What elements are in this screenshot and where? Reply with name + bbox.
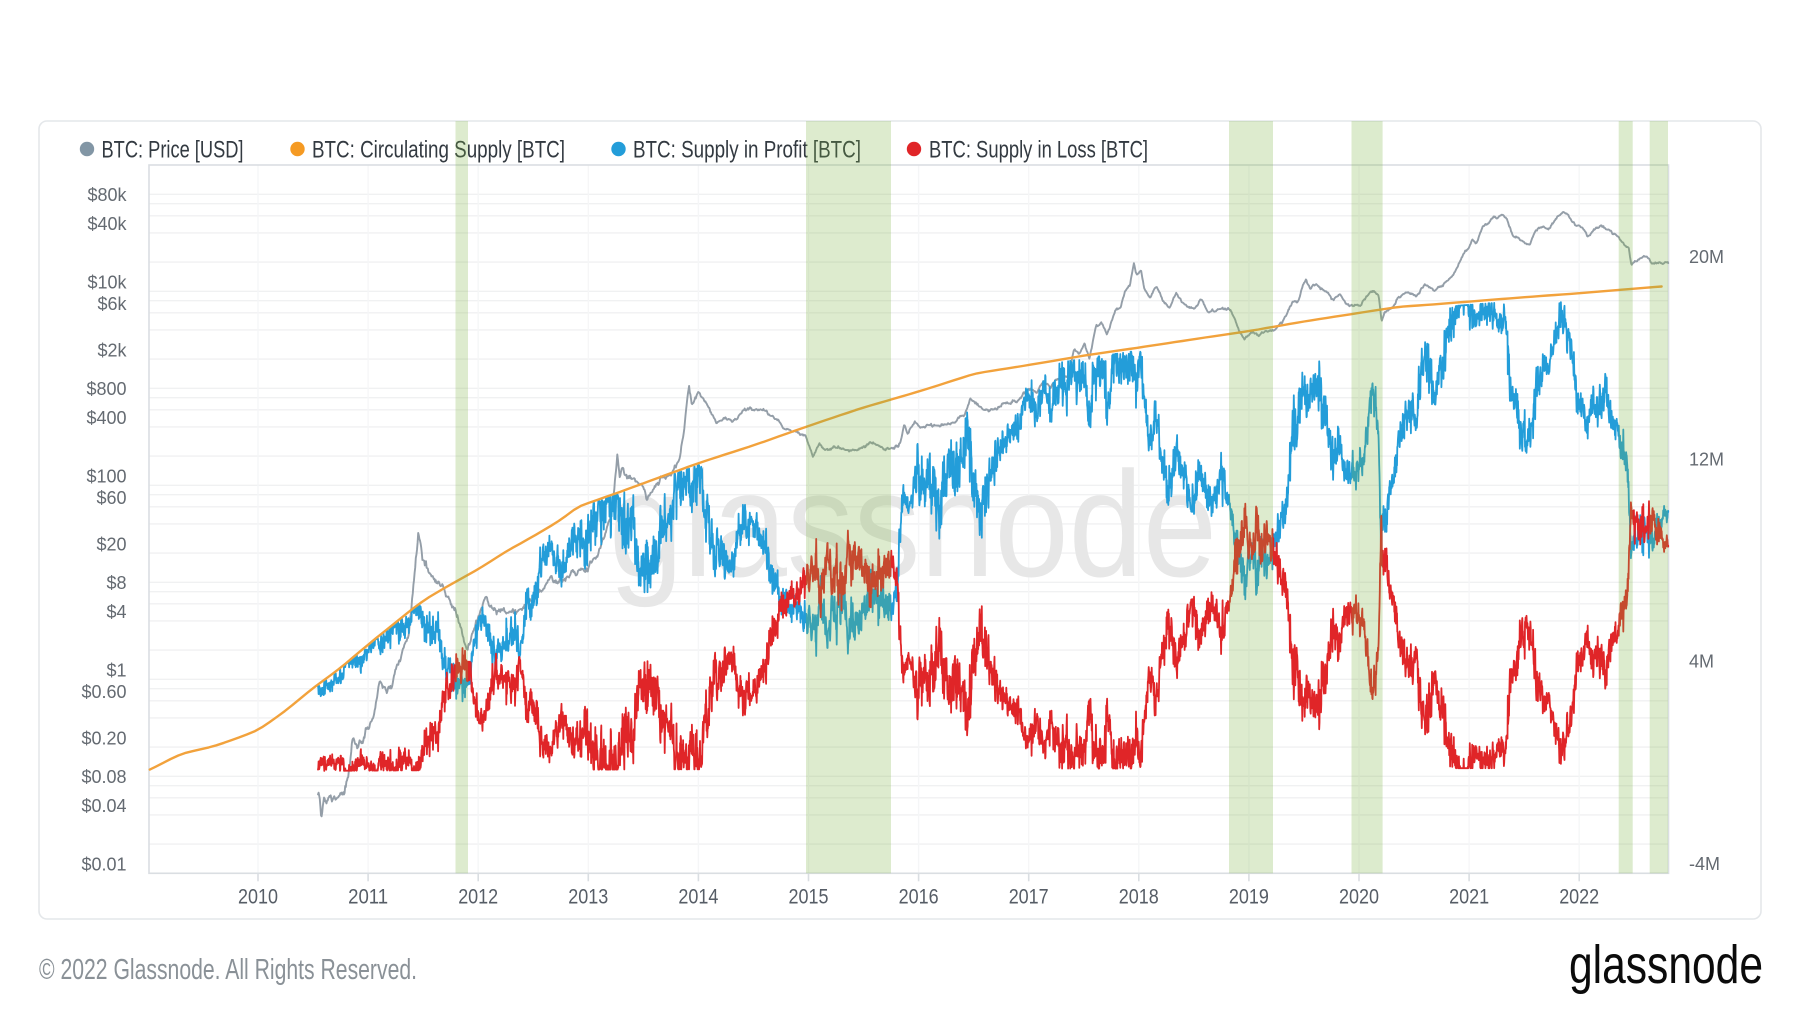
svg-text:$0.60: $0.60 (81, 682, 126, 702)
svg-text:© 2022 Glassnode. All Rights R: © 2022 Glassnode. All Rights Reserved. (39, 954, 417, 986)
svg-text:2019: 2019 (1229, 885, 1269, 909)
svg-text:$40k: $40k (87, 214, 127, 234)
svg-text:$800: $800 (86, 379, 126, 399)
svg-text:2014: 2014 (678, 885, 718, 909)
svg-text:2016: 2016 (899, 885, 939, 909)
svg-text:2021: 2021 (1449, 885, 1489, 909)
svg-text:2015: 2015 (789, 885, 829, 909)
svg-text:-4M: -4M (1689, 854, 1720, 874)
svg-text:$0.08: $0.08 (81, 767, 126, 787)
svg-text:2018: 2018 (1119, 885, 1159, 909)
svg-text:$6k: $6k (97, 294, 127, 314)
svg-text:$400: $400 (86, 408, 126, 428)
svg-text:$80k: $80k (87, 185, 127, 205)
svg-text:$0.04: $0.04 (81, 796, 126, 816)
svg-text:BTC: Supply in Loss [BTC]: BTC: Supply in Loss [BTC] (929, 137, 1148, 164)
svg-text:$1: $1 (106, 661, 126, 681)
svg-text:2017: 2017 (1009, 885, 1049, 909)
svg-text:$100: $100 (86, 467, 126, 487)
svg-text:glassnode: glassnode (1569, 935, 1763, 995)
svg-text:$8: $8 (106, 573, 126, 593)
svg-text:12M: 12M (1689, 449, 1724, 469)
svg-text:2022: 2022 (1559, 885, 1599, 909)
svg-text:2013: 2013 (568, 885, 608, 909)
svg-text:BTC: Supply in Profit [BTC]: BTC: Supply in Profit [BTC] (633, 137, 861, 164)
svg-text:BTC: Circulating Supply [BTC]: BTC: Circulating Supply [BTC] (312, 137, 565, 164)
svg-text:$60: $60 (96, 488, 126, 508)
svg-text:$0.01: $0.01 (81, 855, 126, 875)
svg-text:2011: 2011 (348, 885, 388, 909)
svg-text:20M: 20M (1689, 247, 1724, 267)
svg-text:$10k: $10k (87, 273, 127, 293)
svg-text:2010: 2010 (238, 885, 278, 909)
svg-text:$4: $4 (106, 602, 126, 622)
svg-text:2020: 2020 (1339, 885, 1379, 909)
svg-text:glassnode: glassnode (609, 440, 1217, 608)
svg-text:2012: 2012 (458, 885, 498, 909)
svg-text:4M: 4M (1689, 652, 1714, 672)
svg-text:$0.20: $0.20 (81, 728, 126, 748)
svg-text:$2k: $2k (97, 340, 127, 360)
svg-text:$20: $20 (96, 534, 126, 554)
svg-text:BTC: Price [USD]: BTC: Price [USD] (102, 137, 244, 164)
